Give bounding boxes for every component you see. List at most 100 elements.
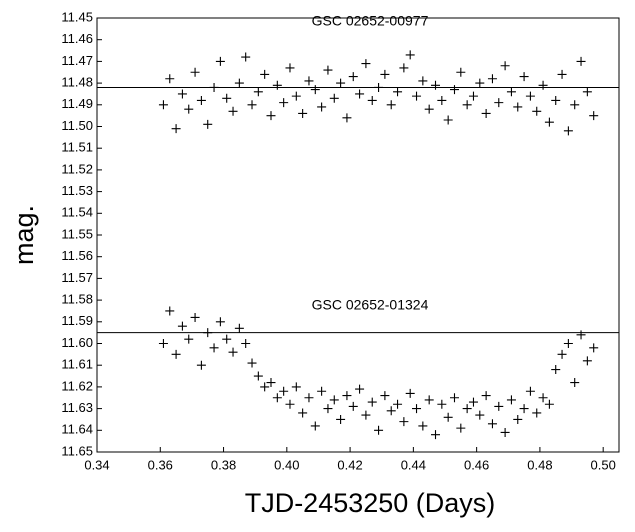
data-point — [304, 76, 314, 86]
x-tick-label: 0.48 — [527, 457, 552, 472]
data-point — [418, 76, 428, 86]
data-point — [525, 91, 535, 101]
y-axis-label: mag. — [9, 205, 39, 265]
data-point — [196, 360, 206, 370]
data-point — [456, 423, 466, 433]
data-point — [532, 106, 542, 116]
y-tick-label: 11.65 — [61, 443, 93, 458]
data-point — [336, 414, 346, 424]
data-point — [298, 108, 308, 118]
y-tick-label: 11.50 — [61, 118, 93, 133]
data-point — [481, 108, 491, 118]
data-point — [386, 406, 396, 416]
data-point — [449, 393, 459, 403]
y-tick-label: 11.49 — [61, 96, 93, 111]
data-point — [260, 382, 270, 392]
y-tick-label: 11.51 — [61, 140, 93, 155]
data-point — [487, 74, 497, 84]
y-tick-label: 11.60 — [61, 335, 93, 350]
data-point — [361, 410, 371, 420]
data-point — [544, 399, 554, 409]
y-tick-label: 11.63 — [61, 400, 93, 415]
data-point — [399, 63, 409, 73]
data-point — [500, 61, 510, 71]
data-point — [456, 67, 466, 77]
x-tick-label: 0.50 — [591, 457, 616, 472]
data-point — [468, 91, 478, 101]
data-point — [228, 347, 238, 357]
data-point — [544, 117, 554, 127]
data-point — [399, 417, 409, 427]
data-point — [519, 404, 529, 414]
data-point — [209, 343, 219, 353]
data-point — [525, 386, 535, 396]
data-point — [279, 98, 289, 108]
data-point — [582, 356, 592, 366]
data-point — [171, 124, 181, 134]
x-tick-label: 0.46 — [464, 457, 489, 472]
data-point — [557, 349, 567, 359]
data-point — [374, 82, 384, 92]
data-point — [551, 95, 561, 105]
y-tick-label: 11.53 — [61, 183, 93, 198]
data-point — [291, 91, 301, 101]
data-point — [222, 334, 232, 344]
data-point — [513, 414, 523, 424]
data-point — [576, 56, 586, 66]
y-tick-label: 11.55 — [61, 226, 93, 241]
data-point — [348, 401, 358, 411]
data-point — [317, 386, 327, 396]
data-point — [538, 80, 548, 90]
data-point — [310, 421, 320, 431]
data-point — [500, 427, 510, 437]
data-point — [241, 52, 251, 62]
data-point — [329, 395, 339, 405]
y-tick-label: 11.58 — [61, 292, 93, 307]
data-point — [241, 339, 251, 348]
data-point — [589, 111, 599, 121]
data-point — [576, 330, 586, 340]
series-label: GSC 02652-01324 — [312, 297, 429, 313]
data-point — [570, 378, 580, 388]
data-point — [260, 69, 270, 79]
data-point — [563, 339, 573, 348]
data-point — [475, 78, 485, 88]
data-point — [519, 72, 529, 82]
data-point — [412, 404, 422, 414]
data-point — [266, 111, 276, 121]
data-point — [291, 382, 301, 392]
data-point — [557, 69, 567, 79]
data-point — [184, 104, 194, 114]
data-point — [171, 349, 181, 359]
data-point — [582, 87, 592, 97]
data-point — [266, 378, 276, 388]
data-point — [494, 98, 504, 108]
data-point — [323, 404, 333, 414]
y-tick-label: 11.61 — [61, 357, 93, 372]
data-point — [342, 113, 352, 123]
y-tick-label: 11.48 — [61, 75, 93, 90]
data-point — [418, 421, 428, 431]
data-point — [487, 419, 497, 429]
data-point — [443, 412, 453, 422]
data-point — [336, 78, 346, 88]
data-point — [412, 91, 422, 101]
x-tick-label: 0.44 — [401, 457, 426, 472]
data-point — [253, 371, 263, 381]
data-point — [196, 95, 206, 105]
x-tick-label: 0.38 — [211, 457, 236, 472]
data-point — [563, 126, 573, 136]
data-point — [329, 93, 339, 103]
data-point — [405, 50, 415, 60]
data-point — [215, 56, 225, 66]
y-tick-label: 11.46 — [61, 31, 93, 46]
data-point — [513, 102, 523, 112]
data-point — [342, 391, 352, 401]
data-point — [532, 408, 542, 418]
data-point — [285, 63, 295, 73]
data-point — [348, 72, 358, 82]
x-axis-label: TJD-2453250 (Days) — [245, 488, 496, 518]
data-point — [298, 408, 308, 418]
data-point — [323, 65, 333, 75]
